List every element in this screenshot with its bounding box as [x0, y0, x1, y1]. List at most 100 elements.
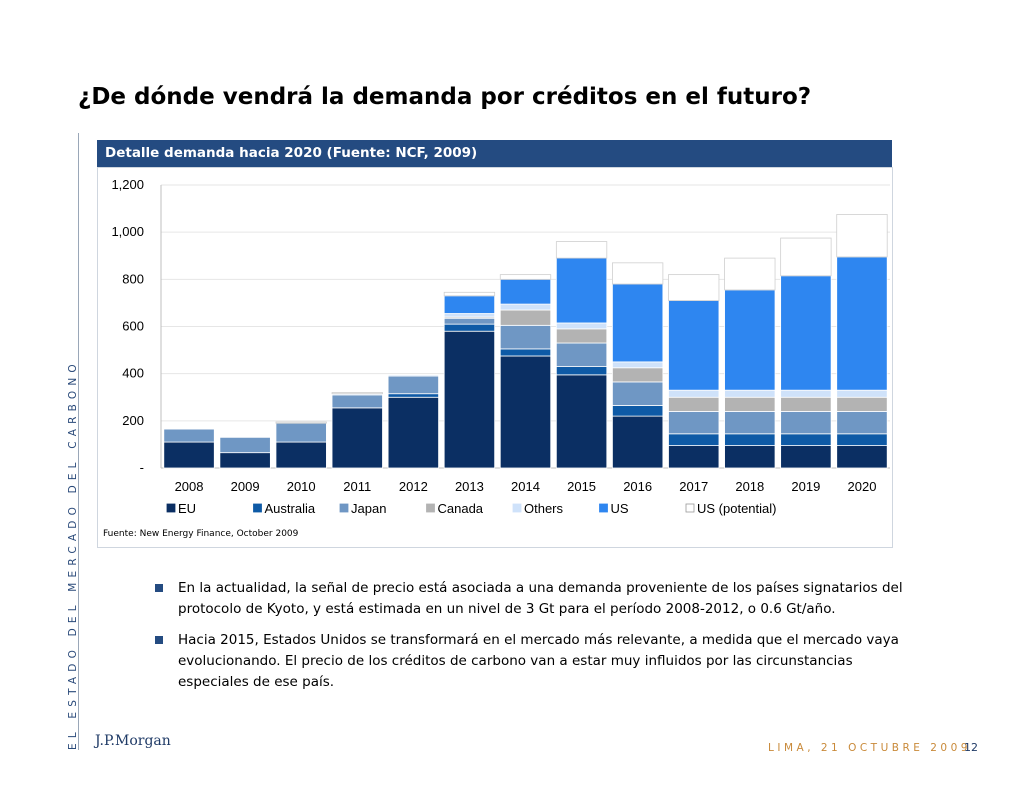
- bar-segment-us: [555, 257, 608, 324]
- bar-segment-eu: [499, 355, 552, 469]
- bar-segment-australia: [499, 348, 552, 357]
- bar-segment-others: [555, 322, 608, 330]
- bar-segment-eu: [387, 396, 439, 469]
- bar-segment-us-potential: [780, 237, 832, 277]
- legend-swatch: [599, 503, 608, 513]
- bullet-list: En la actualidad, la señal de precio est…: [155, 578, 925, 703]
- bar-segment-canada: [555, 328, 608, 344]
- bar-segment-others: [387, 374, 439, 377]
- bar-segment-japan: [387, 375, 439, 395]
- bar-segment-us: [499, 278, 552, 305]
- y-tick-label: 1,200: [111, 177, 144, 192]
- y-tick-label: 600: [122, 319, 144, 334]
- bar-segment-japan: [668, 410, 720, 435]
- bar-segment-japan: [555, 342, 608, 367]
- bar-segment-canada: [836, 396, 888, 412]
- bar-segment-us: [724, 289, 776, 391]
- x-tick-label: 2015: [567, 479, 596, 494]
- bar-segment-japan: [780, 410, 832, 435]
- x-tick-label: 2020: [848, 479, 877, 494]
- bar-segment-us-potential: [668, 274, 720, 301]
- page-number: 12: [964, 741, 978, 754]
- x-tick-label: 2018: [735, 479, 764, 494]
- bar-segment-us-potential: [499, 274, 552, 280]
- bar-segment-australia: [668, 433, 720, 446]
- bar-segment-eu: [612, 415, 664, 469]
- bar-segment-australia: [387, 393, 439, 398]
- bar-segment-japan: [836, 410, 888, 435]
- bar-segment-others: [836, 389, 888, 398]
- bullet-square-icon: [155, 584, 163, 592]
- bar-segment-eu: [219, 452, 271, 469]
- page-title: ¿De dónde vendrá la demanda por créditos…: [78, 84, 812, 110]
- legend-swatch: [166, 503, 176, 513]
- bar-segment-others: [443, 313, 496, 318]
- bar-segment-eu: [331, 407, 383, 469]
- y-tick-label: -: [140, 460, 144, 475]
- x-tick-label: 2012: [399, 479, 428, 494]
- y-tick-label: 1,000: [111, 224, 144, 239]
- bar-segment-australia: [780, 433, 832, 446]
- legend-label: EU: [178, 501, 196, 516]
- bar-segment-us-potential: [612, 262, 664, 285]
- bar-segment-canada: [780, 396, 832, 412]
- y-tick-label: 800: [122, 271, 144, 286]
- bar-segment-australia: [555, 366, 608, 376]
- bar-segment-japan: [275, 422, 327, 443]
- bar-segment-others: [780, 389, 832, 398]
- bar-segment-japan: [499, 324, 552, 350]
- bar-segment-japan: [163, 428, 215, 443]
- bullet-square-icon: [155, 636, 163, 644]
- footer-text: LIMA, 21 OCTUBRE 2009: [768, 742, 971, 754]
- legend-label: Australia: [265, 501, 316, 516]
- legend-swatch: [253, 503, 262, 513]
- legend-swatch: [685, 503, 695, 513]
- bar-segment-us: [780, 275, 832, 391]
- chart-header: Detalle demanda hacia 2020 (Fuente: NCF,…: [97, 140, 892, 167]
- bar-segment-canada: [668, 396, 720, 412]
- chart-source: Fuente: New Energy Finance, October 2009: [103, 529, 299, 539]
- stacked-bar-chart: - 200 400 600 800 1,000 1,200 2008 2009 2010 2011 2…: [111, 177, 890, 516]
- jpmorgan-logo: J.P.Morgan: [95, 733, 171, 749]
- side-divider: [78, 133, 79, 750]
- bar-segment-others: [499, 303, 552, 311]
- bar-segment-us: [612, 283, 664, 363]
- legend-swatch: [512, 503, 522, 513]
- side-caption: EL ESTADO DEL MERCADO DEL CARBONO: [67, 359, 79, 750]
- bar-segment-canada: [724, 396, 776, 412]
- x-tick-label: 2019: [791, 479, 820, 494]
- bar-segment-eu: [780, 445, 832, 469]
- bar-segment-us: [836, 256, 888, 391]
- x-tick-label: 2014: [511, 479, 540, 494]
- bar-segment-canada: [612, 367, 664, 383]
- bar-segment-us: [443, 295, 496, 314]
- x-tick-label: 2009: [231, 479, 260, 494]
- x-tick-label: 2011: [343, 479, 371, 494]
- bar-segment-japan: [219, 436, 271, 454]
- bar-segment-eu: [668, 445, 720, 469]
- x-tick-label: 2008: [175, 479, 204, 494]
- bar-segment-eu: [275, 441, 327, 469]
- legend-label: Others: [524, 501, 564, 516]
- bar-segment-australia: [724, 433, 776, 446]
- x-tick-label: 2013: [455, 479, 484, 494]
- bar-segment-eu: [443, 330, 496, 469]
- x-tick-label: 2010: [287, 479, 316, 494]
- bar-segment-us-potential: [443, 291, 496, 297]
- bar-segment-us-potential: [331, 392, 383, 395]
- legend-swatch: [339, 503, 349, 513]
- bar-segment-eu: [555, 374, 608, 469]
- y-tick-label: 400: [122, 366, 144, 381]
- bullet-item: Hacia 2015, Estados Unidos se transforma…: [155, 630, 925, 693]
- bar-segment-others: [612, 361, 664, 369]
- bar-segment-japan: [724, 410, 776, 435]
- legend-swatch: [426, 503, 435, 513]
- legend-label: US (potential): [697, 501, 776, 516]
- bar-segment-canada: [499, 309, 552, 326]
- bar-segment-australia: [443, 323, 496, 332]
- bar-segment-eu: [836, 445, 888, 469]
- bar-segment-japan: [331, 394, 383, 409]
- bar-segment-others: [668, 389, 720, 398]
- bar-segment-japan: [612, 381, 664, 406]
- bar-segment-japan: [443, 317, 496, 325]
